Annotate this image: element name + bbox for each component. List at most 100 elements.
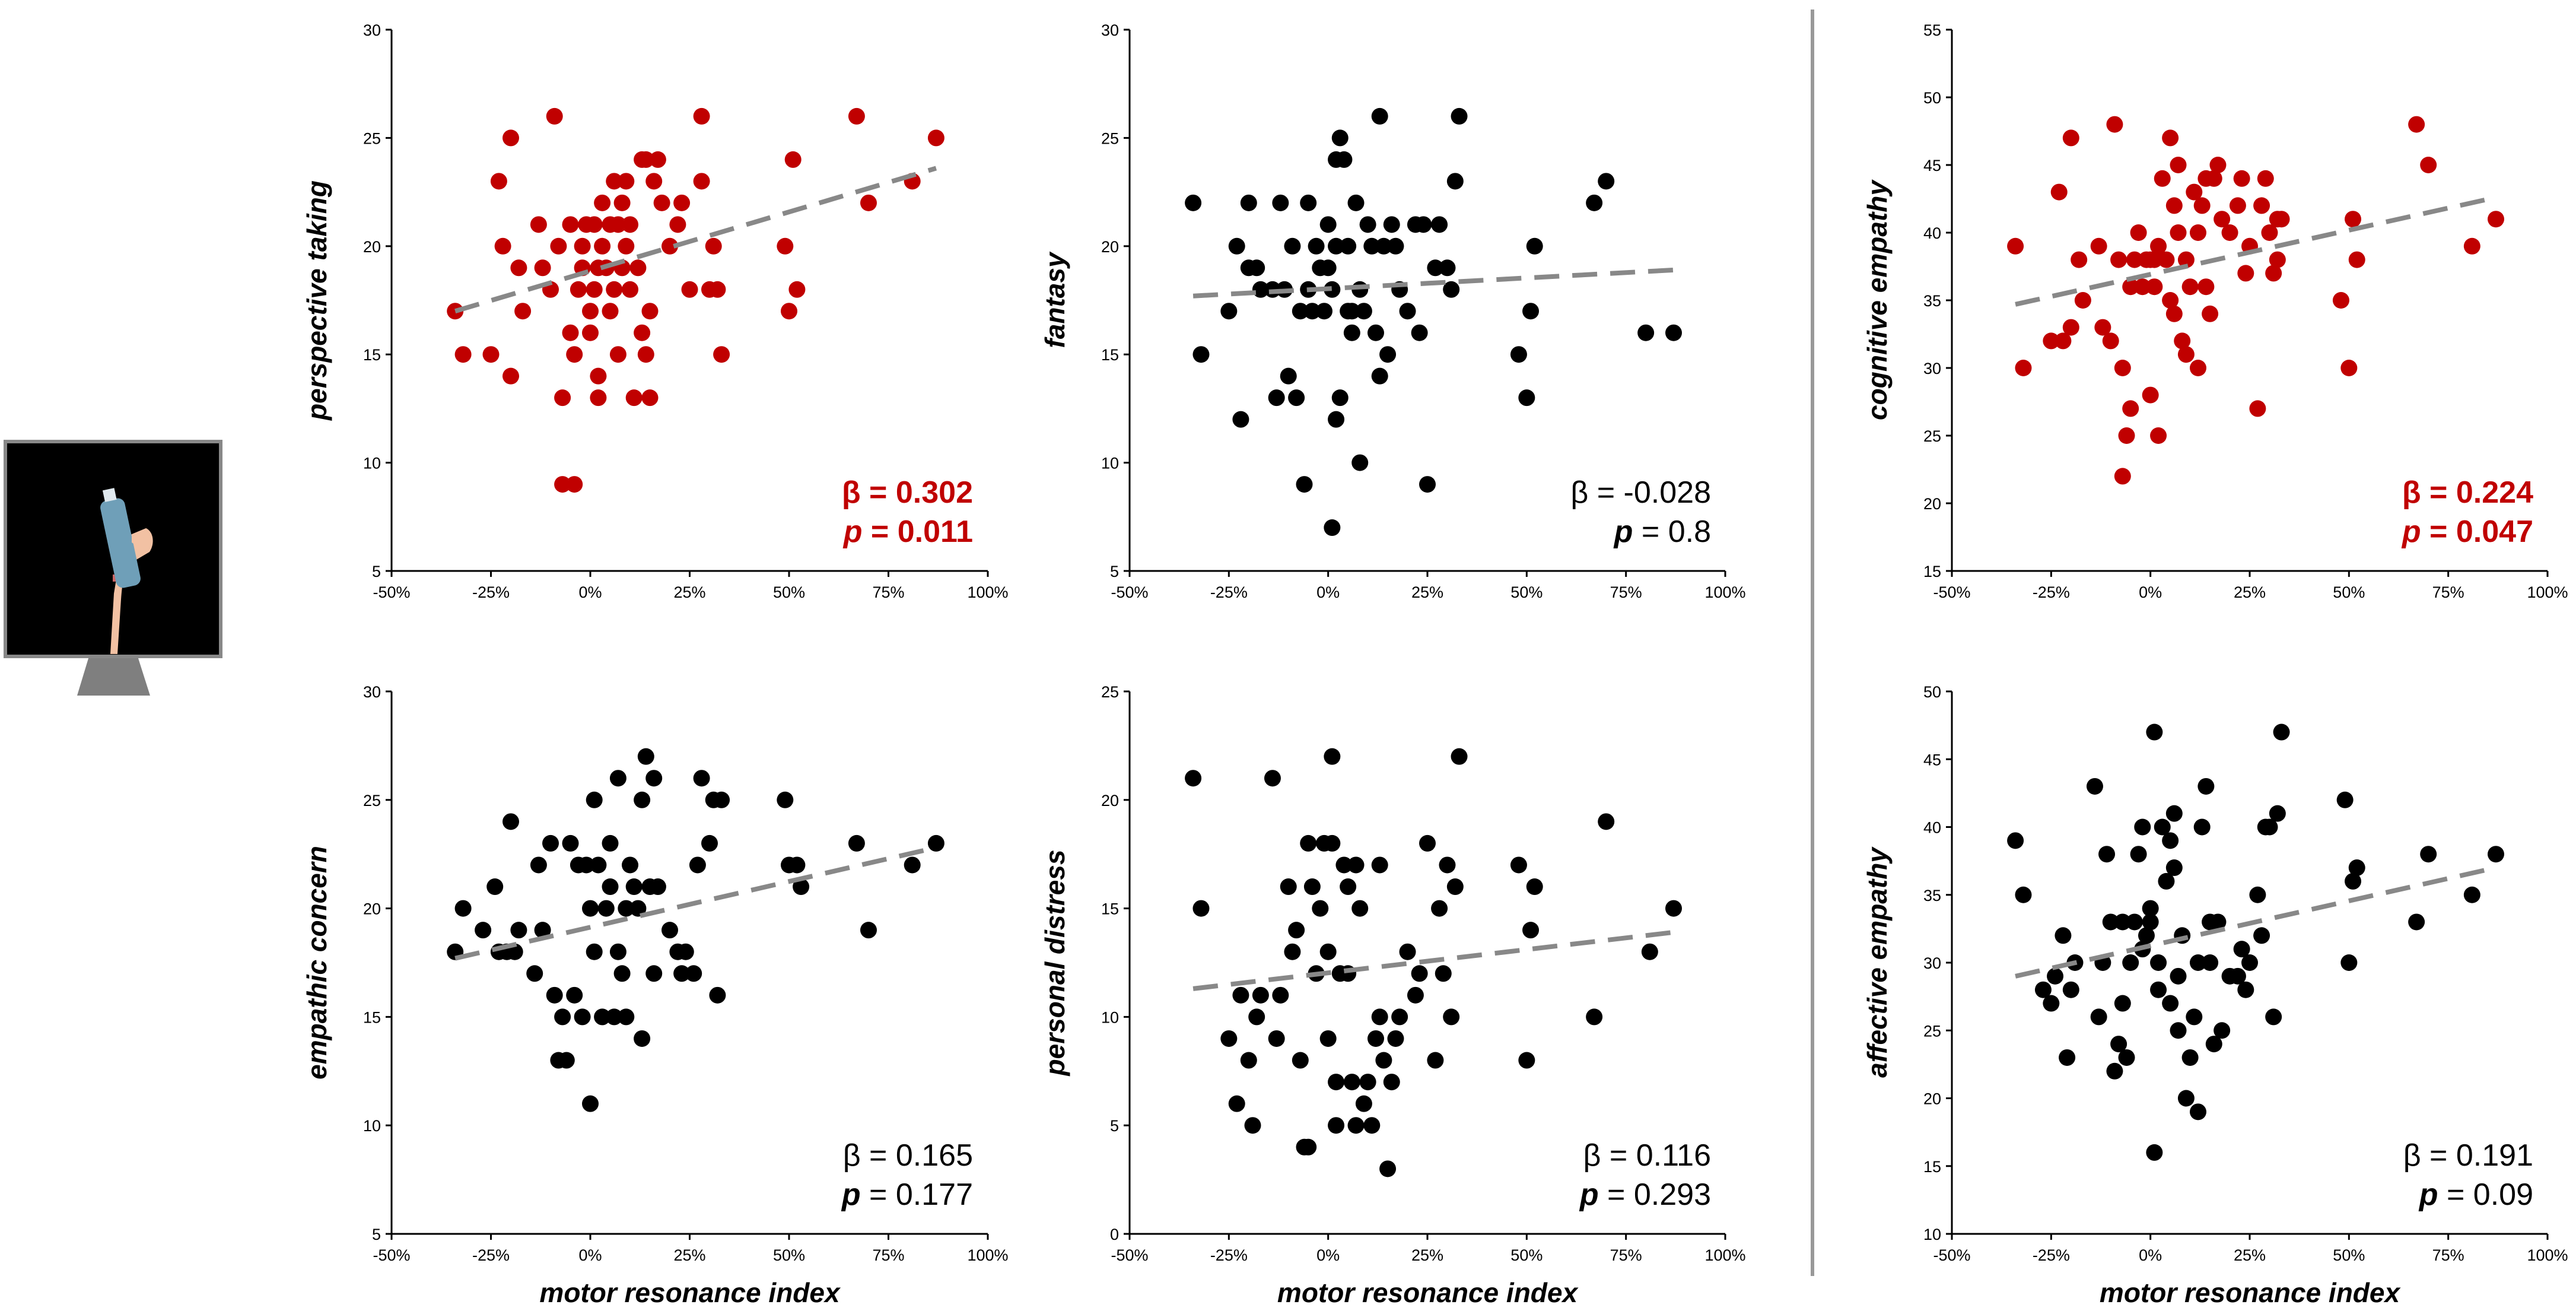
data-point [2265, 265, 2282, 282]
monitor-stand [77, 656, 150, 696]
trend-line [2015, 865, 2497, 979]
data-point [602, 303, 619, 320]
data-point [2043, 332, 2060, 350]
data-point [1371, 367, 1388, 385]
data-point [618, 173, 635, 190]
data-point [2130, 846, 2147, 863]
data-point [1355, 303, 1372, 320]
data-point [1328, 411, 1345, 428]
x-axis-title: motor resonance index [1277, 1277, 1579, 1308]
data-point [2214, 1022, 2231, 1039]
x-tick-label: 75% [872, 1246, 904, 1264]
data-point [2154, 170, 2171, 187]
data-point [2062, 981, 2079, 998]
data-point [1451, 748, 1468, 765]
y-tick-label: 20 [363, 238, 381, 256]
data-point [2202, 305, 2219, 322]
data-point [2102, 913, 2119, 931]
data-point [562, 216, 579, 233]
p-annotation: p = 0.8 [1613, 515, 1711, 549]
data-point [566, 346, 583, 363]
data-point [1598, 813, 1615, 830]
data-point [1510, 346, 1527, 363]
data-point [2189, 224, 2206, 241]
x-tick-label: 50% [2333, 583, 2365, 601]
data-point [494, 237, 511, 255]
data-point [2062, 129, 2079, 147]
data-point [570, 281, 587, 298]
data-point [1347, 856, 1365, 874]
data-point [530, 216, 547, 233]
data-point [609, 216, 626, 233]
y-tick-label: 45 [1923, 751, 1941, 769]
data-point [2165, 859, 2183, 877]
data-point [2150, 981, 2167, 998]
data-point [574, 237, 591, 255]
data-point [2229, 197, 2246, 214]
data-point [645, 770, 663, 787]
data-point [618, 1008, 635, 1026]
x-tick-label: 25% [2234, 1246, 2266, 1264]
data-point [542, 834, 559, 852]
p-value: = 0.011 [862, 515, 973, 549]
data-point [2249, 886, 2266, 903]
data-point [677, 943, 694, 960]
data-point [578, 856, 595, 874]
data-point [1185, 194, 1202, 211]
y-tick-label: 25 [1923, 1022, 1941, 1040]
data-point [2233, 941, 2250, 958]
y-tick-label: 45 [1923, 157, 1941, 174]
data-point [2071, 251, 2088, 268]
data-point [625, 389, 643, 407]
y-tick-label: 30 [1923, 360, 1941, 377]
data-point [2273, 211, 2290, 228]
panel-personal-distress: 0 5 10 15 20 25 -50% -25% 0% 25% 50% 75% 100% persona… [1039, 683, 1746, 1308]
data-point [1328, 1074, 1345, 1091]
data-point [645, 965, 663, 982]
y-tick-label: 25 [1101, 129, 1119, 147]
x-tick-label: -25% [2033, 583, 2070, 601]
data-point [629, 259, 647, 277]
beta-annotation: β = 0.224 [2402, 475, 2533, 510]
data-point [848, 834, 865, 852]
panel-empathic-concern: 5 10 15 20 25 30 -50% -25% 0% 25% 50% 75% 100% empath… [301, 683, 1009, 1308]
data-point [1641, 943, 1658, 960]
x-tick-label: -50% [1933, 1246, 1970, 1264]
p-value: = 0.293 [1599, 1177, 1711, 1212]
y-axis-title: fantasy [1039, 251, 1070, 348]
data-point [602, 878, 619, 896]
trend-line [2015, 195, 2497, 307]
data-point [2340, 360, 2358, 376]
data-point [2463, 886, 2480, 903]
trend-line [1192, 267, 1674, 299]
data-point [613, 965, 631, 982]
data-point [2162, 129, 2179, 147]
data-point [1665, 324, 1682, 341]
data-point [606, 281, 623, 298]
x-tick-label: 100% [1704, 583, 1745, 601]
data-point [1284, 943, 1301, 960]
data-point [2086, 777, 2103, 795]
p-label: p [1613, 515, 1633, 549]
data-point [1343, 1074, 1360, 1091]
data-point [2142, 386, 2159, 404]
y-tick-label: 5 [372, 1226, 381, 1243]
data-point [1586, 194, 1603, 211]
data-point [2142, 913, 2159, 931]
data-point [2487, 211, 2504, 228]
y-axis-title: cognitive empathy [1862, 179, 1893, 420]
data-point [2221, 224, 2238, 241]
panel-perspective-taking: 5 10 15 20 25 30 -50% -25% 0% 25% 50% 75% 100% perspe… [301, 21, 1009, 601]
data-point [2165, 305, 2183, 322]
data-point [2463, 237, 2480, 255]
y-tick-label: 15 [1923, 563, 1941, 580]
data-point [1427, 1052, 1444, 1069]
data-point [534, 922, 551, 939]
x-tick-label: -25% [472, 1246, 510, 1264]
data-point [1264, 770, 1281, 787]
data-point [1324, 519, 1341, 537]
data-point [586, 281, 603, 298]
data-point [1598, 173, 1615, 190]
y-tick-label: 5 [1110, 563, 1119, 580]
data-point [1288, 922, 1305, 939]
